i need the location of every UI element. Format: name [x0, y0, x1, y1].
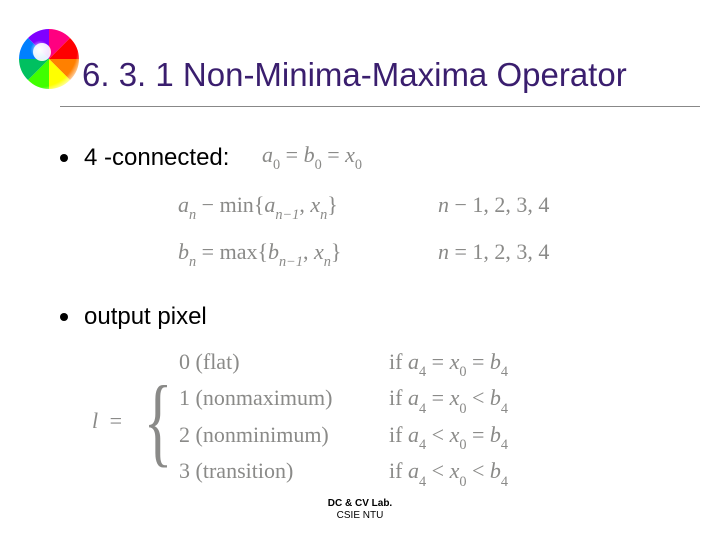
case-row: 0 (flat) if a4 = x0 = b4: [179, 348, 508, 384]
equation-an: an − min{an−1, xn}: [178, 192, 338, 222]
piecewise-cases: 0 (flat) if a4 = x0 = b4 1 (nonmaximum) …: [179, 348, 508, 494]
footer-lab: DC & CV Lab.: [0, 498, 720, 510]
bullet-dot-icon: [60, 154, 68, 162]
case-row: 3 (transition) if a4 < x0 < b4: [179, 457, 508, 493]
title-underline: [60, 106, 700, 107]
bullet-text: 4 -connected:: [84, 144, 229, 172]
bullet-output-pixel: output pixel: [60, 303, 207, 331]
equation-bn: bn = max{bn−1, xn}: [178, 239, 341, 269]
piecewise-var: l: [92, 408, 98, 434]
equation-init: a0 = b0 = x0: [262, 142, 362, 172]
bullet-dot-icon: [60, 313, 68, 321]
bullet-text: output pixel: [84, 303, 207, 331]
footer: DC & CV Lab. CSIE NTU: [0, 498, 720, 522]
logo-color-wheel: [18, 28, 80, 90]
piecewise-equals: =: [110, 408, 122, 434]
equation-an-range: n − 1, 2, 3, 4: [438, 192, 549, 218]
case-row: 1 (nonmaximum) if a4 = x0 < b4: [179, 384, 508, 420]
left-brace-icon: {: [143, 371, 172, 471]
footer-dept: CSIE NTU: [0, 510, 720, 522]
case-row: 2 (nonminimum) if a4 < x0 = b4: [179, 421, 508, 457]
equation-piecewise: l = { 0 (flat) if a4 = x0 = b4 1 (nonmax…: [92, 348, 508, 494]
bullet-4connected: 4 -connected:: [60, 144, 229, 172]
equation-bn-range: n = 1, 2, 3, 4: [438, 239, 549, 265]
slide-title: 6. 3. 1 Non-Minima-Maxima Operator: [82, 56, 627, 94]
